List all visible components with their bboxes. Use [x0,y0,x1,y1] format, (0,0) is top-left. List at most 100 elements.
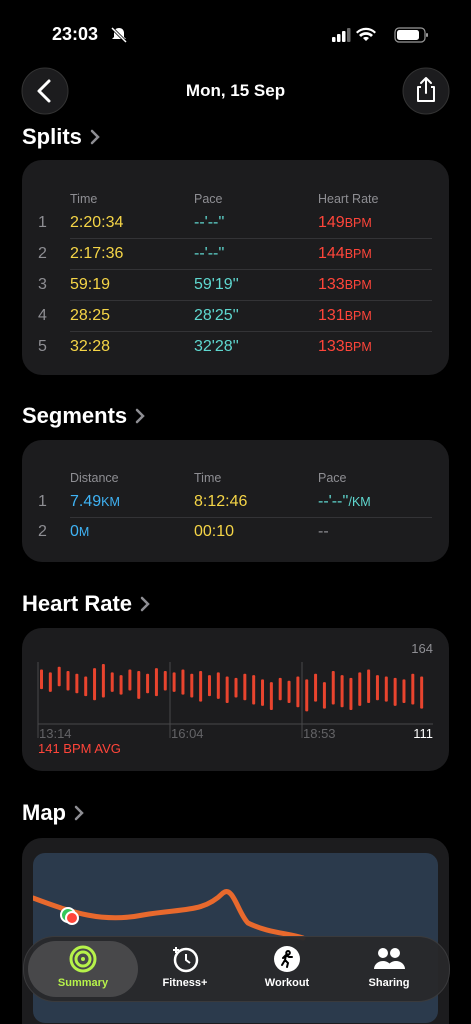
heart-rate-bar [393,677,397,706]
split-pace-part: 32'28'' [194,338,239,355]
map-title[interactable]: Map [22,800,84,826]
segment-pace: --'--''/KM [318,492,371,512]
heart-rate-bar [181,669,185,695]
split-pace-part: --'--'' [194,245,225,262]
chevron [90,129,100,145]
back-button[interactable] [21,67,69,115]
heart-rate-bar [93,668,97,701]
segment-distance-part: 7.49 [70,493,102,510]
split-time-part: 2:17:36 [70,245,124,262]
status-icons [332,27,428,43]
segment-pace-part: -- [318,523,329,540]
split-heart-rate-part: BPM [344,340,372,354]
row-separator [70,300,432,301]
split-index: 3 [38,275,47,295]
split-pace: 59'19'' [194,275,239,295]
split-pace: 28'25'' [194,306,239,326]
heart-rate-bar [84,676,88,697]
heart-rate-bar [190,673,194,698]
segment-time-part: 00:10 [194,523,235,540]
split-pace: 32'28'' [194,337,239,357]
split-heart-rate: 133BPM [318,275,372,295]
split-index: 5 [38,337,47,357]
average-label: 141 BPM AVG [38,741,121,756]
split-index: 2 [38,244,47,264]
heart-rate-bar [314,673,318,702]
split-index: 4 [38,306,47,326]
heart-rate-bar [367,669,371,704]
split-time-part: 2:20:34 [70,214,124,231]
heart-rate-bar [66,670,70,691]
segment-index-part: 1 [38,493,47,510]
heart-rate-bar [252,675,256,705]
tab-bar: Summary Fitness+ Workout Sharing [23,936,450,1002]
route [33,889,306,941]
heart-rate-bar [119,675,123,695]
tab-summary[interactable]: Summary [28,937,138,999]
heart-rate-bar [411,673,415,705]
header-date: Mon, 15 Sep [185,81,286,100]
segment-pace: -- [318,522,329,542]
segment-distance: 0M [70,522,89,542]
heart-rate-bar [402,679,406,704]
heart-rate-bar [234,677,238,698]
tab-fitness[interactable]: Fitness+ [130,937,240,999]
map-title-text: Map [22,800,66,825]
segment-time: 00:10 [194,522,234,542]
split-heart-rate: 133BPM [318,337,372,357]
tab-sharing[interactable]: Sharing [334,937,444,999]
tab-label: Summary [57,977,109,989]
status-time: 23:03 [52,24,99,44]
heart-rate-bar [331,670,335,705]
split-heart-rate-part: 131 [318,307,345,324]
segment-distance-part: KM [101,495,120,509]
split-heart-rate-part: 133 [318,276,345,293]
heart-rate-bar [101,663,105,698]
tab-label: Fitness+ [162,977,208,989]
split-pace-part: 59'19'' [194,276,239,293]
heart-rate-bar [305,679,309,712]
row-separator [70,517,432,518]
split-heart-rate-part: BPM [344,216,372,230]
tab-icon [69,945,97,973]
x-label: 16:04 [171,726,204,741]
heart-rate-bar [137,670,141,699]
split-pace-part: 28'25'' [194,307,239,324]
heart-rate-bar [48,672,52,692]
heart-rate-bar [296,676,300,708]
heart-rate-bar [146,673,150,694]
split-time-part: 28:25 [70,307,111,324]
segment-distance-part: 0 [70,523,79,540]
split-heart-rate-part: 144 [318,245,345,262]
split-index-part: 3 [38,276,47,293]
split-index: 1 [38,213,47,233]
split-index-part: 2 [38,245,47,262]
silent-icon [110,26,128,44]
chevron [140,596,150,612]
split-heart-rate-part: BPM [344,278,372,292]
heart-rate-bar [75,673,79,694]
split-index-part: 1 [38,214,47,231]
segment-distance: 7.49KM [70,492,120,512]
heart-rate-bar [154,668,158,697]
split-heart-rate-part: BPM [344,247,372,261]
split-heart-rate: 144BPM [318,244,372,264]
segments-card: Distance Time Pace 1 7.49KM 8:12:46 --'--''/KM… [22,440,449,562]
heart-rate-bar [261,679,265,706]
splits-title-text: Splits [22,124,82,149]
column-header: Heart Rate [318,192,379,206]
heart-rate-bar [216,672,220,699]
tab-label: Sharing [368,977,410,989]
column-header: Time [70,192,98,206]
splits-title[interactable]: Splits [22,124,100,150]
segments-title[interactable]: Segments [22,403,145,429]
y-min-label: 111 [413,726,433,741]
tab-workout[interactable]: Workout [232,937,342,999]
heart-rate-bar [278,677,282,701]
heart-rate-bar [375,675,379,701]
split-time-part: 59:19 [70,276,111,293]
share-button[interactable] [402,67,450,115]
split-heart-rate-part: 133 [318,338,345,355]
heart-rate-title[interactable]: Heart Rate [22,591,150,617]
y-max-label: 164 [411,641,433,656]
